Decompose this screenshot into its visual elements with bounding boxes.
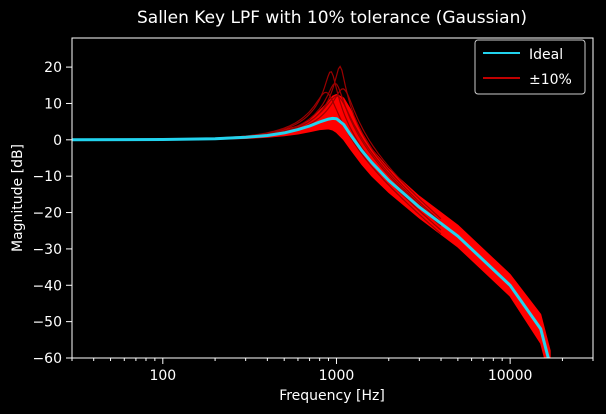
y-tick-label: −20 [32,206,62,222]
tolerance-band [72,93,551,358]
x-axis-label: Frequency [Hz] [279,388,385,404]
legend-label-ideal: Ideal [529,47,563,63]
y-axis: −60 −50 −40 −30 −20 −10 0 10 20 [32,60,72,367]
legend: Ideal ±10% [474,39,586,95]
plot-frame [71,37,594,359]
y-tick-label: −10 [32,169,62,185]
x-tick-label: 100 [149,368,176,384]
x-tick-label: 10000 [488,368,533,384]
y-tick-label: 0 [53,133,62,149]
y-tick-label: −30 [32,242,62,258]
tolerance-trace-4 [215,91,442,235]
ideal-line [72,116,550,358]
chart-title: Sallen Key LPF with 10% tolerance (Gauss… [137,8,527,28]
y-tick-label: −60 [32,351,62,367]
legend-label-tolerance: ±10% [529,72,572,88]
plot-area [72,65,551,358]
y-tick-label: −50 [32,315,62,331]
x-tick-label: 1000 [319,368,355,384]
y-tick-label: 20 [44,60,62,76]
y-tick-label: −40 [32,278,62,294]
y-axis-label: Magnitude [dB] [10,144,26,252]
y-tick-label: 10 [44,96,62,112]
